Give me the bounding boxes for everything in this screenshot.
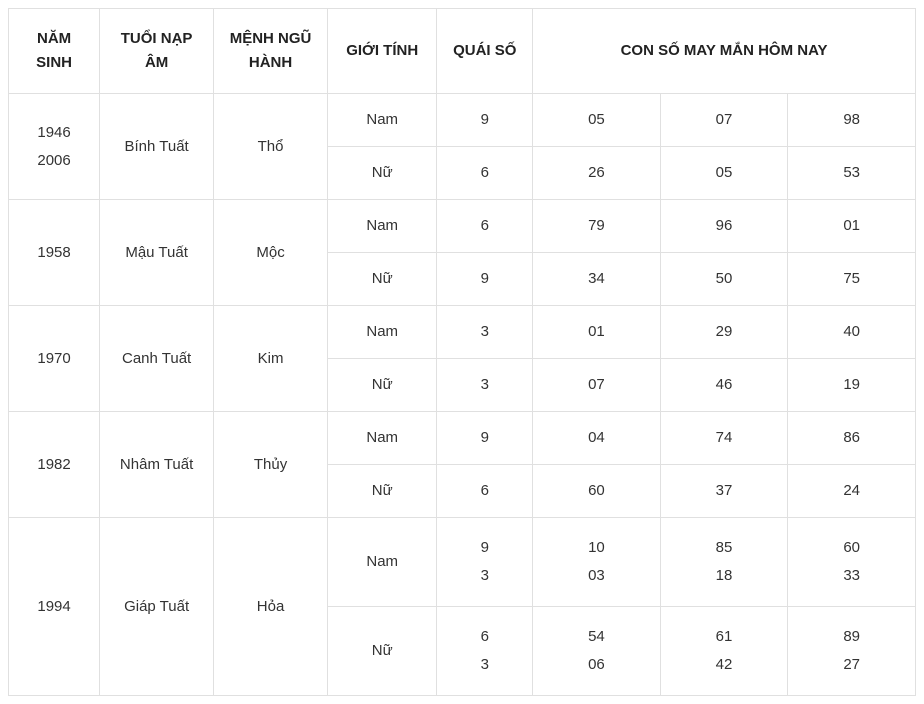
col-gender-header: GIỚI TÍNH bbox=[328, 9, 437, 94]
cell-lucky: 40 bbox=[788, 306, 916, 359]
cell-lucky: 86 bbox=[788, 412, 916, 465]
col-quai-header: QUÁI SỐ bbox=[437, 9, 533, 94]
cell-quai: 6 bbox=[437, 465, 533, 518]
cell-lucky: 50 bbox=[660, 253, 788, 306]
cell-lucky: 01 bbox=[788, 200, 916, 253]
cell-gender: Nam bbox=[328, 94, 437, 147]
table-row: 1970Canh TuấtKimNam3012940 bbox=[9, 306, 916, 359]
cell-quai: 93 bbox=[437, 518, 533, 607]
cell-quai: 63 bbox=[437, 607, 533, 696]
cell-element: Mộc bbox=[214, 200, 328, 306]
lucky-number-table: NĂM SINH TUỔI NẠP ÂM MỆNH NGŨ HÀNH GIỚI … bbox=[8, 8, 916, 696]
cell-quai: 9 bbox=[437, 253, 533, 306]
col-year-header: NĂM SINH bbox=[9, 9, 100, 94]
cell-lucky: 01 bbox=[533, 306, 661, 359]
cell-gender: Nam bbox=[328, 200, 437, 253]
col-lucky-header: CON SỐ MAY MẮN HÔM NAY bbox=[533, 9, 916, 94]
cell-gender: Nam bbox=[328, 306, 437, 359]
table-header: NĂM SINH TUỔI NẠP ÂM MỆNH NGŨ HÀNH GIỚI … bbox=[9, 9, 916, 94]
cell-element: Kim bbox=[214, 306, 328, 412]
cell-year: 19462006 bbox=[9, 94, 100, 200]
cell-lucky: 79 bbox=[533, 200, 661, 253]
cell-lucky: 46 bbox=[660, 359, 788, 412]
cell-lucky: 24 bbox=[788, 465, 916, 518]
cell-name: Canh Tuất bbox=[100, 306, 214, 412]
cell-name: Bính Tuất bbox=[100, 94, 214, 200]
cell-lucky: 07 bbox=[533, 359, 661, 412]
col-name-header: TUỔI NẠP ÂM bbox=[100, 9, 214, 94]
cell-lucky: 98 bbox=[788, 94, 916, 147]
cell-lucky: 8518 bbox=[660, 518, 788, 607]
cell-gender: Nam bbox=[328, 518, 437, 607]
col-element-header: MỆNH NGŨ HÀNH bbox=[214, 9, 328, 94]
cell-lucky: 74 bbox=[660, 412, 788, 465]
cell-lucky: 07 bbox=[660, 94, 788, 147]
table-row: 1994Giáp TuấtHỏaNam93100385186033 bbox=[9, 518, 916, 607]
cell-year: 1970 bbox=[9, 306, 100, 412]
cell-lucky: 53 bbox=[788, 147, 916, 200]
cell-lucky: 96 bbox=[660, 200, 788, 253]
cell-gender: Nữ bbox=[328, 607, 437, 696]
cell-quai: 9 bbox=[437, 412, 533, 465]
table-row: 1958Mậu TuấtMộcNam6799601 bbox=[9, 200, 916, 253]
cell-lucky: 1003 bbox=[533, 518, 661, 607]
cell-gender: Nữ bbox=[328, 465, 437, 518]
cell-name: Nhâm Tuất bbox=[100, 412, 214, 518]
table-row: 1982Nhâm TuấtThủyNam9047486 bbox=[9, 412, 916, 465]
cell-lucky: 26 bbox=[533, 147, 661, 200]
cell-element: Thủy bbox=[214, 412, 328, 518]
cell-lucky: 8927 bbox=[788, 607, 916, 696]
cell-lucky: 05 bbox=[533, 94, 661, 147]
cell-quai: 6 bbox=[437, 200, 533, 253]
cell-lucky: 6033 bbox=[788, 518, 916, 607]
cell-lucky: 6142 bbox=[660, 607, 788, 696]
cell-gender: Nữ bbox=[328, 147, 437, 200]
cell-gender: Nam bbox=[328, 412, 437, 465]
cell-quai: 3 bbox=[437, 306, 533, 359]
cell-year: 1958 bbox=[9, 200, 100, 306]
cell-quai: 6 bbox=[437, 147, 533, 200]
cell-lucky: 19 bbox=[788, 359, 916, 412]
table-row: 19462006Bính TuấtThổNam9050798 bbox=[9, 94, 916, 147]
cell-quai: 3 bbox=[437, 359, 533, 412]
cell-lucky: 5406 bbox=[533, 607, 661, 696]
cell-lucky: 60 bbox=[533, 465, 661, 518]
table-body: 19462006Bính TuấtThổNam9050798Nữ62605531… bbox=[9, 94, 916, 696]
cell-year: 1982 bbox=[9, 412, 100, 518]
cell-gender: Nữ bbox=[328, 253, 437, 306]
cell-lucky: 75 bbox=[788, 253, 916, 306]
cell-lucky: 04 bbox=[533, 412, 661, 465]
cell-year: 1994 bbox=[9, 518, 100, 696]
cell-name: Mậu Tuất bbox=[100, 200, 214, 306]
cell-lucky: 29 bbox=[660, 306, 788, 359]
cell-lucky: 05 bbox=[660, 147, 788, 200]
cell-name: Giáp Tuất bbox=[100, 518, 214, 696]
cell-gender: Nữ bbox=[328, 359, 437, 412]
cell-lucky: 34 bbox=[533, 253, 661, 306]
cell-quai: 9 bbox=[437, 94, 533, 147]
cell-element: Thổ bbox=[214, 94, 328, 200]
cell-lucky: 37 bbox=[660, 465, 788, 518]
cell-element: Hỏa bbox=[214, 518, 328, 696]
